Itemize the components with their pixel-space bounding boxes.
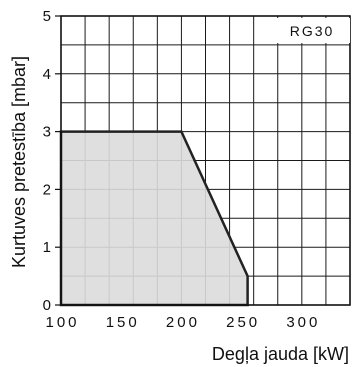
y-tick-label: 4: [43, 66, 51, 83]
y-tick-label: 2: [43, 181, 51, 198]
plot-area: [59, 130, 249, 307]
x-tick-label: 100: [45, 314, 79, 331]
working-range-area: [59, 130, 249, 307]
model-label: RG30: [290, 23, 335, 39]
x-tick-label: 250: [226, 314, 260, 331]
x-axis-label: Degļa jauda [kW]: [212, 344, 349, 364]
y-tick-label: 1: [43, 239, 51, 256]
x-tick-label: 300: [286, 314, 320, 331]
y-tick-label: 0: [43, 297, 51, 314]
y-axis-label: Kurtuves pretestība [mbar]: [9, 56, 29, 268]
x-tick-label: 200: [166, 314, 200, 331]
x-tick-label: 150: [106, 314, 140, 331]
x-axis-ticks: 100 150 200 250 300: [45, 314, 320, 331]
y-axis-ticks: 0 1 2 3 4 5: [43, 8, 61, 314]
plot-border: [60, 15, 351, 306]
y-tick-label: 3: [43, 124, 51, 141]
model-label-box: [276, 18, 350, 43]
plot-frame: [60, 15, 351, 306]
y-tick-label: 5: [43, 8, 51, 25]
